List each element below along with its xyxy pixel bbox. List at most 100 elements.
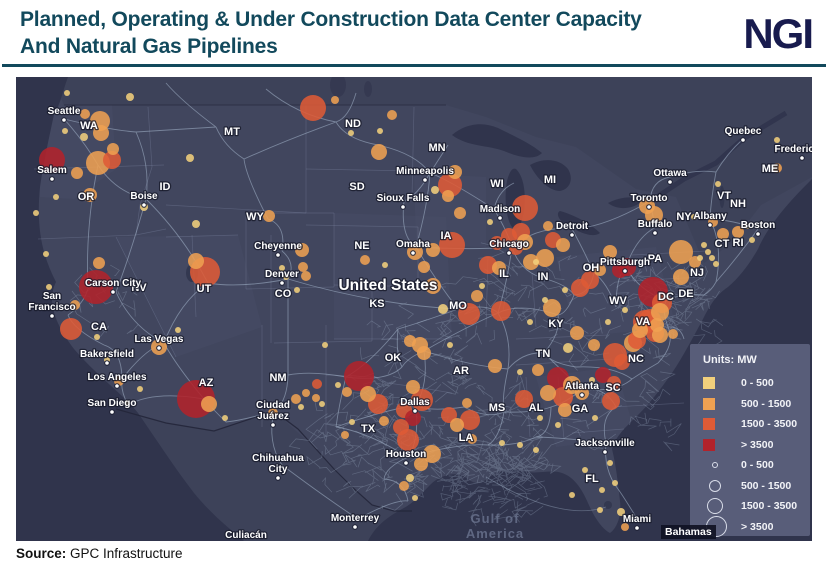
legend-label: 1500 - 3500 xyxy=(741,418,798,431)
svg-text:CO: CO xyxy=(275,288,292,300)
legend-label: 500 - 1500 xyxy=(741,397,792,410)
svg-text:NC: NC xyxy=(628,353,644,365)
svg-text:VT: VT xyxy=(717,190,731,202)
svg-text:MS: MS xyxy=(489,402,506,414)
header-divider xyxy=(2,64,826,67)
svg-text:RI: RI xyxy=(733,237,744,249)
svg-text:Pittsburgh: Pittsburgh xyxy=(600,257,650,268)
legend-circle-row-2: 1500 - 3500 xyxy=(703,496,810,517)
svg-text:Omaha: Omaha xyxy=(396,239,430,250)
svg-text:Quebec: Quebec xyxy=(725,126,762,137)
svg-text:ND: ND xyxy=(345,118,361,130)
svg-text:WI: WI xyxy=(490,178,503,190)
svg-text:Las Vegas: Las Vegas xyxy=(135,334,184,345)
svg-text:NH: NH xyxy=(730,198,746,210)
svg-text:PA: PA xyxy=(648,253,663,265)
source-line: Source: GPC Infrastructure xyxy=(16,546,183,561)
legend-circle-swatch xyxy=(708,479,721,492)
svg-text:Buffalo: Buffalo xyxy=(638,219,672,230)
svg-text:United States: United States xyxy=(338,277,437,294)
svg-text:Seattle: Seattle xyxy=(48,106,81,117)
legend-label: 0 - 500 xyxy=(741,459,774,472)
svg-text:Houston: Houston xyxy=(386,449,427,460)
svg-text:Madison: Madison xyxy=(480,204,521,215)
svg-text:America: America xyxy=(466,526,524,541)
svg-text:Juárez: Juárez xyxy=(257,411,289,422)
svg-text:MO: MO xyxy=(449,300,467,312)
svg-text:LA: LA xyxy=(459,432,474,444)
svg-text:Chicago: Chicago xyxy=(489,239,528,250)
svg-text:City: City xyxy=(269,464,288,475)
svg-text:OH: OH xyxy=(583,262,600,274)
svg-text:IA: IA xyxy=(441,230,452,242)
svg-text:Sioux Falls: Sioux Falls xyxy=(377,193,430,204)
legend-label: > 3500 xyxy=(741,520,774,533)
svg-text:IN: IN xyxy=(538,271,549,283)
svg-text:OK: OK xyxy=(385,352,402,364)
svg-text:SC: SC xyxy=(605,382,620,394)
svg-text:Detroit: Detroit xyxy=(556,221,589,232)
ngi-logo: NGI xyxy=(743,10,814,57)
svg-text:Bakersfield: Bakersfield xyxy=(80,349,134,360)
legend-square-swatch xyxy=(703,397,715,410)
svg-text:MT: MT xyxy=(224,126,240,138)
svg-text:San: San xyxy=(43,291,61,302)
legend-square-row-1: 500 - 1500 xyxy=(703,394,810,415)
svg-text:AL: AL xyxy=(529,402,544,414)
svg-text:NV: NV xyxy=(131,282,147,294)
svg-text:Salem: Salem xyxy=(37,165,67,176)
bahamas-label: Bahamas xyxy=(661,525,716,539)
svg-text:Boise: Boise xyxy=(130,191,158,202)
page-title: Planned, Operating & Under Construction … xyxy=(20,6,642,60)
map-legend: Units: MW 0 - 500 500 - 1500 1500 - 3500… xyxy=(690,344,810,538)
svg-text:WA: WA xyxy=(80,120,98,132)
legend-square-row-0: 0 - 500 xyxy=(703,373,810,394)
svg-text:Gulf of: Gulf of xyxy=(471,511,520,526)
svg-text:San Diego: San Diego xyxy=(88,398,137,409)
svg-text:MN: MN xyxy=(428,142,445,154)
legend-square-row-2: 1500 - 3500 xyxy=(703,414,810,435)
map-canvas[interactable]: WA OR ID MT ND SD MN WI MI WY NV UT CA AZ NM CO NE KS OK TX… xyxy=(16,77,812,541)
legend-label: > 3500 xyxy=(741,438,774,451)
legend-circle-swatch xyxy=(706,498,723,515)
svg-text:Chihuahua: Chihuahua xyxy=(252,453,304,464)
svg-text:Monterrey: Monterrey xyxy=(331,513,380,524)
svg-text:TX: TX xyxy=(361,423,376,435)
legend-title: Units: MW xyxy=(703,354,757,366)
svg-text:OR: OR xyxy=(78,191,95,203)
svg-text:GA: GA xyxy=(572,403,589,415)
svg-text:Francisco: Francisco xyxy=(28,302,75,313)
legend-label: 1500 - 3500 xyxy=(741,500,798,513)
svg-text:FL: FL xyxy=(585,473,599,485)
svg-text:KS: KS xyxy=(369,298,384,310)
svg-text:Jacksonville: Jacksonville xyxy=(575,438,635,449)
svg-text:Dallas: Dallas xyxy=(400,397,430,408)
legend-label: 500 - 1500 xyxy=(741,479,792,492)
svg-text:CT: CT xyxy=(715,238,730,250)
svg-text:Minneapolis: Minneapolis xyxy=(396,166,454,177)
legend-square-row-3: > 3500 xyxy=(703,435,810,456)
svg-text:DC: DC xyxy=(658,291,674,303)
svg-text:NE: NE xyxy=(354,240,369,252)
svg-text:Los Angeles: Los Angeles xyxy=(87,372,147,383)
title-line-2: And Natural Gas Pipelines xyxy=(20,35,278,58)
svg-text:AR: AR xyxy=(453,365,469,377)
svg-text:TN: TN xyxy=(536,348,551,360)
legend-circle-row-3: > 3500 xyxy=(703,516,810,538)
svg-text:WY: WY xyxy=(246,211,264,223)
svg-text:MI: MI xyxy=(544,174,556,186)
legend-label: 0 - 500 xyxy=(741,377,774,390)
legend-rows: 0 - 500 500 - 1500 1500 - 3500 > 3500 0 … xyxy=(703,373,810,538)
svg-text:Culiacán: Culiacán xyxy=(225,530,267,541)
svg-text:Albany: Albany xyxy=(693,211,727,222)
svg-text:WV: WV xyxy=(609,295,627,307)
source-name: GPC Infrastructure xyxy=(66,546,183,561)
legend-square-swatch xyxy=(703,438,715,451)
svg-text:DE: DE xyxy=(678,288,693,300)
svg-text:Denver: Denver xyxy=(265,269,299,280)
svg-text:Ottawa: Ottawa xyxy=(653,168,687,179)
svg-text:Miami: Miami xyxy=(623,514,652,525)
svg-text:IL: IL xyxy=(499,268,509,280)
svg-text:Toronto: Toronto xyxy=(630,193,667,204)
